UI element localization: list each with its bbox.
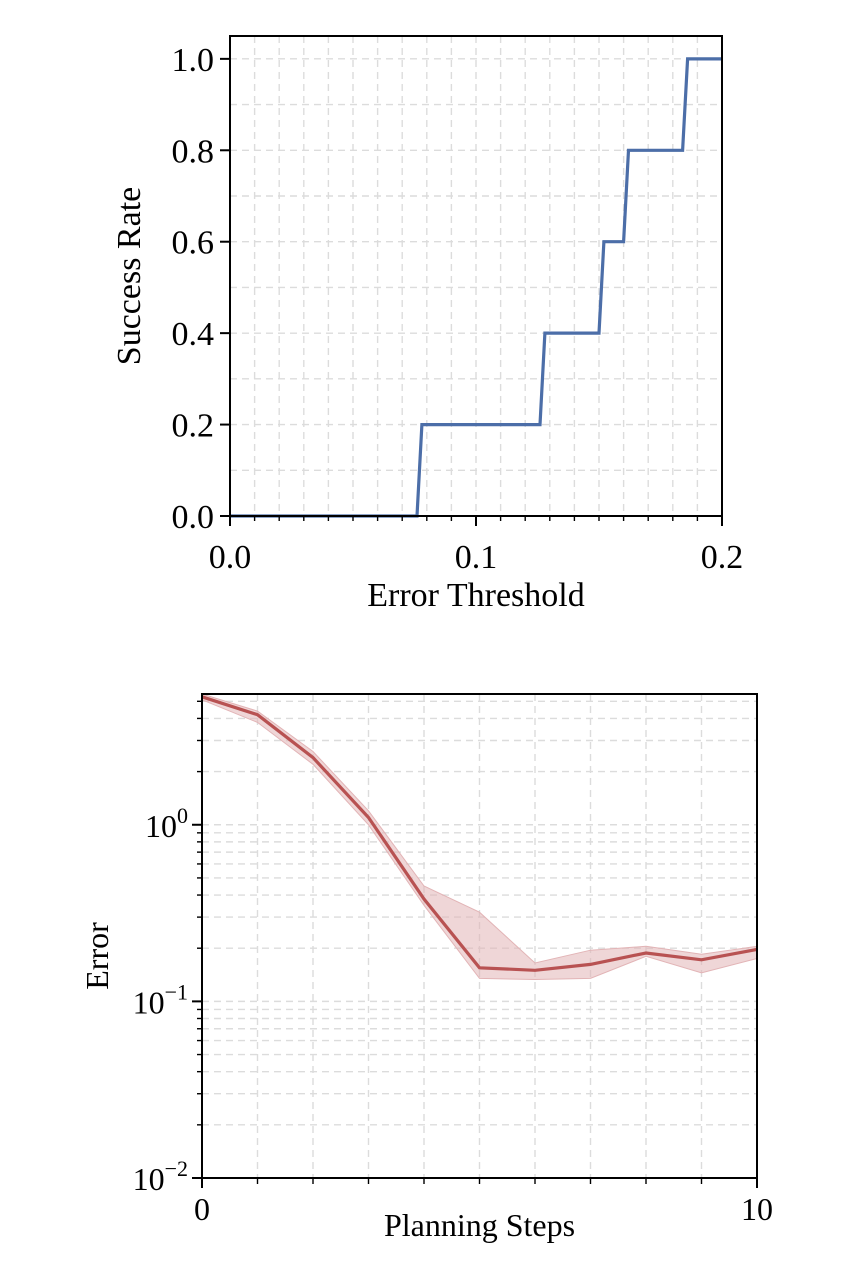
success-rate-x-axis-label: Error Threshold xyxy=(367,577,584,614)
error-x-axis-label: Planning Steps xyxy=(384,1207,575,1243)
error-x-tick-label: 10 xyxy=(741,1191,773,1227)
error-series-line xyxy=(201,695,758,972)
error-y-tick-label: 10−1 xyxy=(133,979,188,1020)
success-rate-y-axis-label: Success Rate xyxy=(111,187,148,365)
error-y-tick-label-base: 10 xyxy=(133,1161,165,1197)
error-y-tick-label-exponent: −2 xyxy=(165,1156,188,1181)
error-y-tick-label-exponent: 0 xyxy=(177,803,188,828)
error-y-tick-label: 100 xyxy=(145,803,188,844)
error-y-tick-label-base: 10 xyxy=(145,808,177,844)
success-rate-x-tick-label: 0.0 xyxy=(209,539,252,576)
success-rate-y-tick-label: 0.4 xyxy=(172,316,215,353)
success-rate-y-tick-label: 0.0 xyxy=(172,499,215,536)
error-x-tick-label: 0 xyxy=(194,1191,210,1227)
success-rate-y-tick-label: 0.8 xyxy=(172,133,215,170)
success-rate-ticks: 0.0 0.1 0.2 0.0 0.2 0.4 0.6 0.8 1.0 xyxy=(172,42,744,576)
success-rate-chart: 0.0 0.1 0.2 0.0 0.2 0.4 0.6 0.8 1.0 Error Thresh… xyxy=(111,35,744,614)
error-y-tick-label-base: 10 xyxy=(133,984,165,1020)
success-rate-y-tick-label: 0.2 xyxy=(172,408,215,445)
success-rate-x-tick-label: 0.1 xyxy=(455,539,498,576)
success-rate-y-tick-label: 0.6 xyxy=(172,225,215,262)
success-rate-grid xyxy=(229,36,723,517)
success-rate-series-line xyxy=(230,57,722,518)
success-rate-x-tick-label: 0.2 xyxy=(701,539,744,576)
error-y-axis-label: Error xyxy=(79,922,115,990)
success-rate-y-tick-label: 1.0 xyxy=(172,42,215,79)
error-y-tick-label-exponent: −1 xyxy=(165,979,188,1004)
error-y-tick-label: 10−2 xyxy=(133,1156,188,1197)
